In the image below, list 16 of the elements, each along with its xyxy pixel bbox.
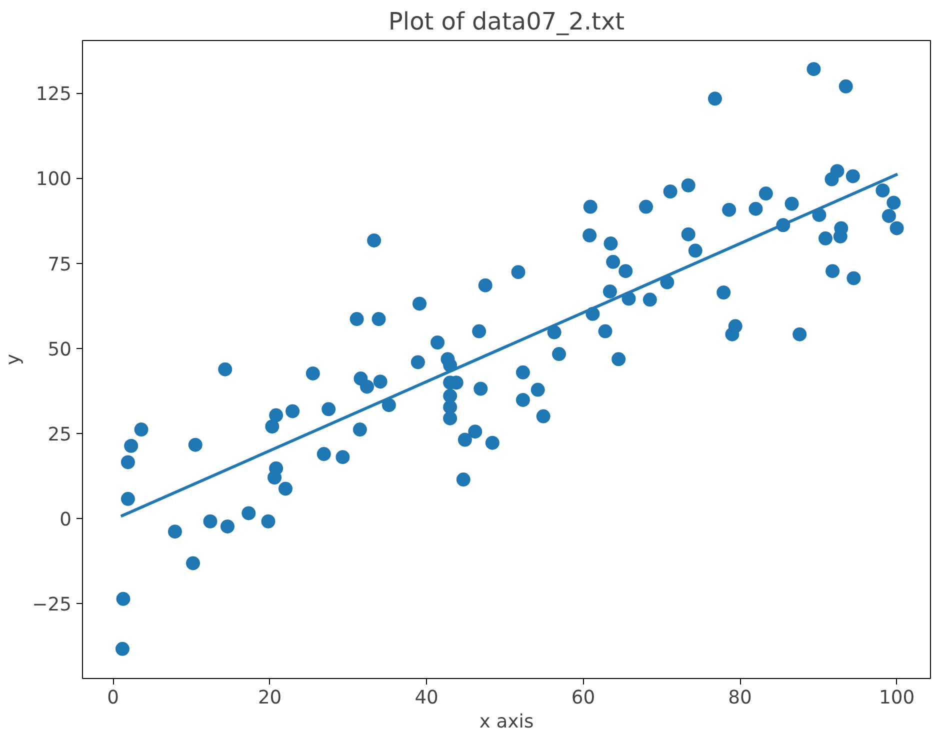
x-tick-label: 0 [107, 688, 120, 708]
x-tick-label: 40 [414, 688, 438, 708]
x-tick-label: 20 [258, 688, 282, 708]
y-tick-label: 0 [60, 509, 72, 530]
y-tick-label: −25 [32, 594, 72, 616]
y-axis-title: y [3, 354, 24, 366]
y-tick-label: 100 [36, 169, 72, 190]
y-tick-label: 25 [48, 424, 72, 446]
y-tick-label: 125 [36, 84, 72, 106]
x-axis-title: x axis [479, 712, 534, 732]
y-tick-label: 75 [48, 254, 72, 276]
x-tick-label: 100 [878, 688, 915, 708]
y-tick-label: 50 [48, 339, 72, 360]
chart-title: Plot of data07_2.txt [388, 8, 625, 36]
x-tick-label: 80 [728, 688, 752, 708]
x-tick-label: 60 [571, 688, 596, 708]
